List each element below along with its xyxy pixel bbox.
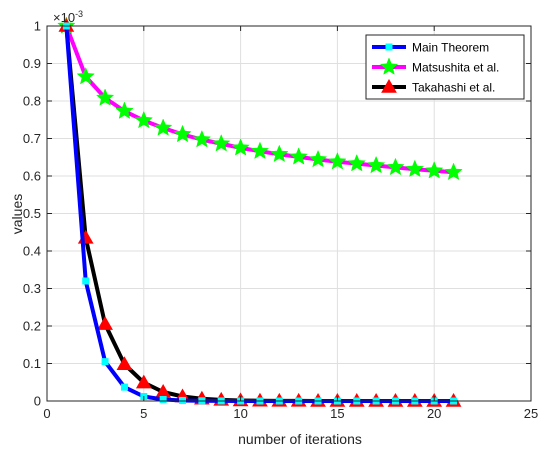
y-tick-label: 0.7 [23,131,41,146]
data-point [95,88,115,106]
legend: Main Theorem Matsushita et al. Takahashi e… [365,34,525,100]
data-point [231,138,250,156]
data-point [289,147,308,165]
data-point [159,396,167,403]
y-tick-label: 0 [34,394,41,409]
y-tick-label: 0.8 [23,94,41,109]
data-point [405,159,425,178]
y-tick-label: 1 [34,19,41,34]
data-point [425,161,444,179]
data-point [328,152,347,170]
x-tick-label: 0 [43,406,50,421]
data-point [250,141,270,160]
data-point [82,277,90,285]
y-tick-label: 0.4 [23,244,41,259]
y-axis-exponent-power: -3 [75,9,83,19]
data-point [116,356,133,370]
x-tick-label: 20 [427,406,441,421]
data-point [134,110,153,129]
legend-marker [381,78,397,93]
data-point [153,118,173,136]
x-tick-label: 10 [233,406,247,421]
data-point [347,153,366,172]
legend-entry: Matsushita et al. [372,57,499,75]
y-tick-label: 0.6 [23,169,41,184]
y-axis-exponent: ×10-3 [53,9,83,25]
y-tick-label: 0.9 [23,56,41,71]
x-tick-label: 15 [330,406,344,421]
data-point [97,316,113,330]
data-point [135,374,152,389]
data-point [366,155,386,174]
data-point [120,383,128,391]
data-point [101,358,109,366]
y-tick-label: 0.5 [23,206,41,221]
data-point [179,396,187,404]
legend-entry: Main Theorem [372,41,489,55]
data-point [308,149,328,168]
data-point [192,129,212,148]
y-tick-label: 0.2 [23,319,41,334]
x-tick-label: 5 [140,406,147,421]
data-point [270,144,289,163]
y-tick-label: 0.3 [23,281,41,296]
legend-label: Matsushita et al. [412,61,499,75]
legend-marker [379,57,399,75]
y-axis-exponent-base: ×10 [53,10,75,25]
axis-ticks: 0 5 10 15 20 25 0 0.1 0.2 0.3 0.4 0.5 0.6 0.7 0.8 0.9 1 [23,19,538,422]
legend-entry: Takahashi et al. [372,78,495,95]
data-point [76,66,95,85]
data-point [115,101,134,119]
legend-label: Takahashi et al. [412,81,495,95]
data-point [212,134,231,152]
x-axis-label: number of iterations [238,431,362,447]
legend-label: Main Theorem [412,41,489,55]
y-axis-label: values [9,194,25,234]
x-tick-label: 25 [524,406,538,421]
y-tick-label: 0.1 [23,356,41,371]
data-point [444,162,463,181]
data-point [173,124,192,143]
legend-marker [385,43,393,51]
data-point [386,157,405,176]
